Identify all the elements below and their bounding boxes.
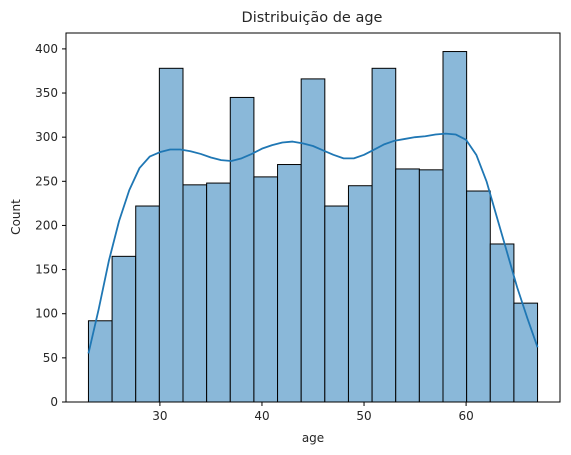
- y-tick-label: 250: [35, 174, 58, 188]
- plot-area: [87, 51, 539, 403]
- y-tick-label: 50: [43, 351, 58, 365]
- x-tick-label: 30: [152, 409, 167, 423]
- histogram-bar: [371, 67, 397, 403]
- histogram-bar: [87, 320, 113, 403]
- histogram-bar: [324, 205, 349, 403]
- y-tick-label: 0: [50, 395, 58, 409]
- histogram-bar: [206, 182, 231, 403]
- histogram-bar: [466, 190, 491, 403]
- y-tick-label: 300: [35, 130, 58, 144]
- histogram-bar: [300, 78, 326, 403]
- x-axis-label: age: [302, 431, 324, 445]
- y-tick-label: 150: [35, 263, 58, 277]
- histogram-bar: [135, 205, 160, 403]
- histogram-bar: [347, 185, 373, 403]
- x-tick-label: 40: [254, 409, 269, 423]
- chart-title: Distribuição de age: [242, 10, 383, 26]
- histogram-bar: [182, 184, 208, 403]
- histogram-bar: [418, 169, 444, 403]
- histogram-bar: [489, 243, 515, 403]
- y-axis: 0 50 100 150 200 250 300 350 400: [35, 42, 66, 409]
- histogram-bar: [111, 255, 137, 403]
- kde-line: [87, 132, 539, 354]
- histogram-bar: [395, 168, 420, 403]
- x-tick-label: 50: [356, 409, 371, 423]
- x-axis: 30 40 50 60: [152, 402, 474, 423]
- plot-frame: [65, 32, 561, 403]
- histogram-bar: [158, 67, 184, 403]
- y-axis-label: Count: [9, 199, 23, 235]
- histogram-bar: [229, 96, 255, 403]
- y-tick-label: 200: [35, 218, 58, 232]
- y-tick-label: 400: [35, 42, 58, 56]
- histogram-bar: [442, 51, 468, 403]
- histogram-bar: [253, 176, 279, 403]
- y-tick-label: 100: [35, 307, 58, 321]
- histogram-bar: [277, 164, 302, 403]
- x-tick-label: 60: [458, 409, 473, 423]
- y-tick-label: 350: [35, 86, 58, 100]
- histogram-bar: [513, 302, 539, 403]
